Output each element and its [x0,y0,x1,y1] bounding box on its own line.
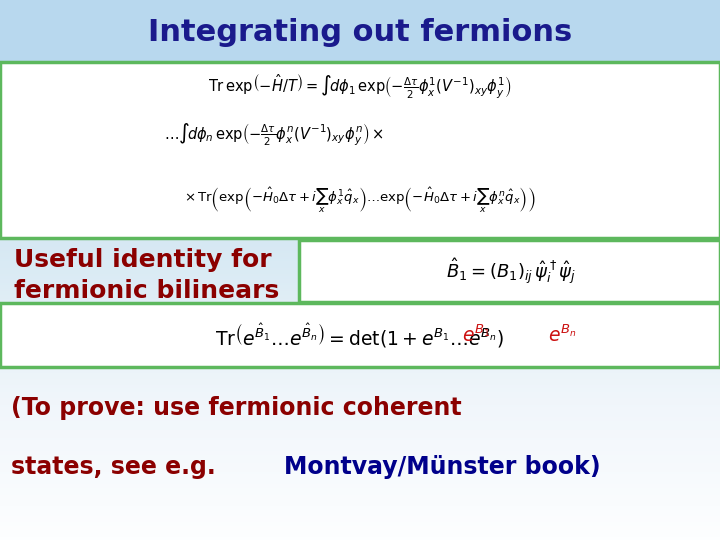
FancyBboxPatch shape [0,62,720,238]
Text: Integrating out fermions: Integrating out fermions [148,18,572,47]
FancyBboxPatch shape [299,240,720,302]
FancyBboxPatch shape [0,0,720,65]
Text: $\mathrm{Tr}\,\mathrm{exp}\left(-\hat{H}/T\right) = \int\!d\phi_1\,\mathrm{exp}\: $\mathrm{Tr}\,\mathrm{exp}\left(-\hat{H}… [208,72,512,100]
Text: $e^{B_n}$: $e^{B_n}$ [548,325,577,346]
Text: $\ldots\int\!d\phi_n\,\mathrm{exp}\left(-\frac{\Delta\tau}{2}\phi_x^n\left(V^{-1: $\ldots\int\!d\phi_n\,\mathrm{exp}\left(… [163,122,384,148]
Text: $e^{B_1}$: $e^{B_1}$ [462,325,491,346]
FancyBboxPatch shape [0,303,720,367]
Text: (To prove: use fermionic coherent: (To prove: use fermionic coherent [11,396,462,420]
Text: $\hat{B}_1 = \left(B_1\right)_{ij}\,\hat{\psi}_i^\dagger\hat{\psi}_j$: $\hat{B}_1 = \left(B_1\right)_{ij}\,\hat… [446,256,576,286]
Text: states, see e.g.: states, see e.g. [11,455,224,479]
Text: Useful identity for
fermionic bilinears: Useful identity for fermionic bilinears [14,248,279,303]
Text: $\mathrm{Tr}\left(e^{\hat{B}_1}\ldots e^{\hat{B}_n}\right) = \mathrm{det}\left(1: $\mathrm{Tr}\left(e^{\hat{B}_1}\ldots e^… [215,321,505,350]
Text: $\times\,\mathrm{Tr}\left(\mathrm{exp}\left(-\hat{H}_0\Delta\tau + i\sum_x\phi_x: $\times\,\mathrm{Tr}\left(\mathrm{exp}\l… [184,185,536,214]
Text: Montvay/Münster book): Montvay/Münster book) [284,455,601,479]
